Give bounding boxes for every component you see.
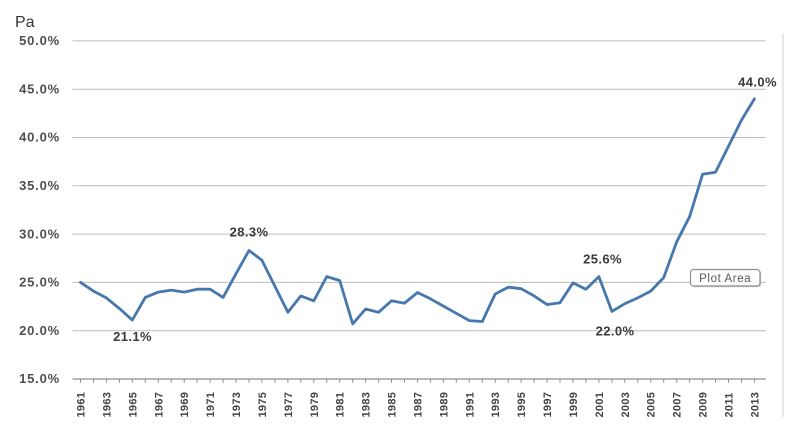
svg-text:15.0%: 15.0% <box>19 371 60 386</box>
svg-text:1967: 1967 <box>153 392 165 418</box>
svg-text:1983: 1983 <box>361 392 373 418</box>
svg-text:1973: 1973 <box>231 392 243 418</box>
svg-text:2007: 2007 <box>672 392 684 418</box>
svg-text:1981: 1981 <box>335 392 347 418</box>
svg-text:1997: 1997 <box>542 392 554 418</box>
svg-text:44.0%: 44.0% <box>738 75 777 90</box>
svg-text:35.0%: 35.0% <box>19 178 60 193</box>
svg-text:25.6%: 25.6% <box>583 252 622 267</box>
svg-text:1999: 1999 <box>568 392 580 418</box>
svg-text:1993: 1993 <box>490 392 502 418</box>
svg-text:1987: 1987 <box>413 392 425 418</box>
svg-text:25.0%: 25.0% <box>19 275 60 290</box>
svg-text:1975: 1975 <box>257 392 269 418</box>
svg-text:1971: 1971 <box>205 392 217 418</box>
svg-text:1965: 1965 <box>127 392 139 418</box>
svg-text:50.0%: 50.0% <box>19 33 60 48</box>
svg-text:1989: 1989 <box>438 392 450 418</box>
svg-text:1961: 1961 <box>76 392 88 418</box>
svg-text:2005: 2005 <box>646 392 658 418</box>
svg-text:1969: 1969 <box>179 392 191 418</box>
svg-text:22.0%: 22.0% <box>596 324 635 339</box>
svg-text:1963: 1963 <box>101 392 113 418</box>
svg-text:1985: 1985 <box>387 392 399 418</box>
svg-text:1977: 1977 <box>283 392 295 418</box>
svg-text:1995: 1995 <box>516 392 528 418</box>
svg-text:45.0%: 45.0% <box>19 81 60 96</box>
svg-text:1991: 1991 <box>464 392 476 418</box>
svg-text:21.1%: 21.1% <box>113 329 152 344</box>
svg-text:28.3%: 28.3% <box>230 225 269 240</box>
svg-text:Pa: Pa <box>15 14 35 31</box>
svg-text:Plot Area: Plot Area <box>699 273 751 285</box>
svg-text:1979: 1979 <box>309 392 321 418</box>
svg-text:2013: 2013 <box>749 392 761 418</box>
svg-text:40.0%: 40.0% <box>19 130 60 145</box>
svg-text:2001: 2001 <box>594 392 606 418</box>
svg-text:2003: 2003 <box>620 392 632 418</box>
svg-text:2009: 2009 <box>698 392 710 418</box>
svg-text:20.0%: 20.0% <box>19 323 60 338</box>
svg-text:2011: 2011 <box>724 392 736 417</box>
svg-text:30.0%: 30.0% <box>19 226 60 241</box>
